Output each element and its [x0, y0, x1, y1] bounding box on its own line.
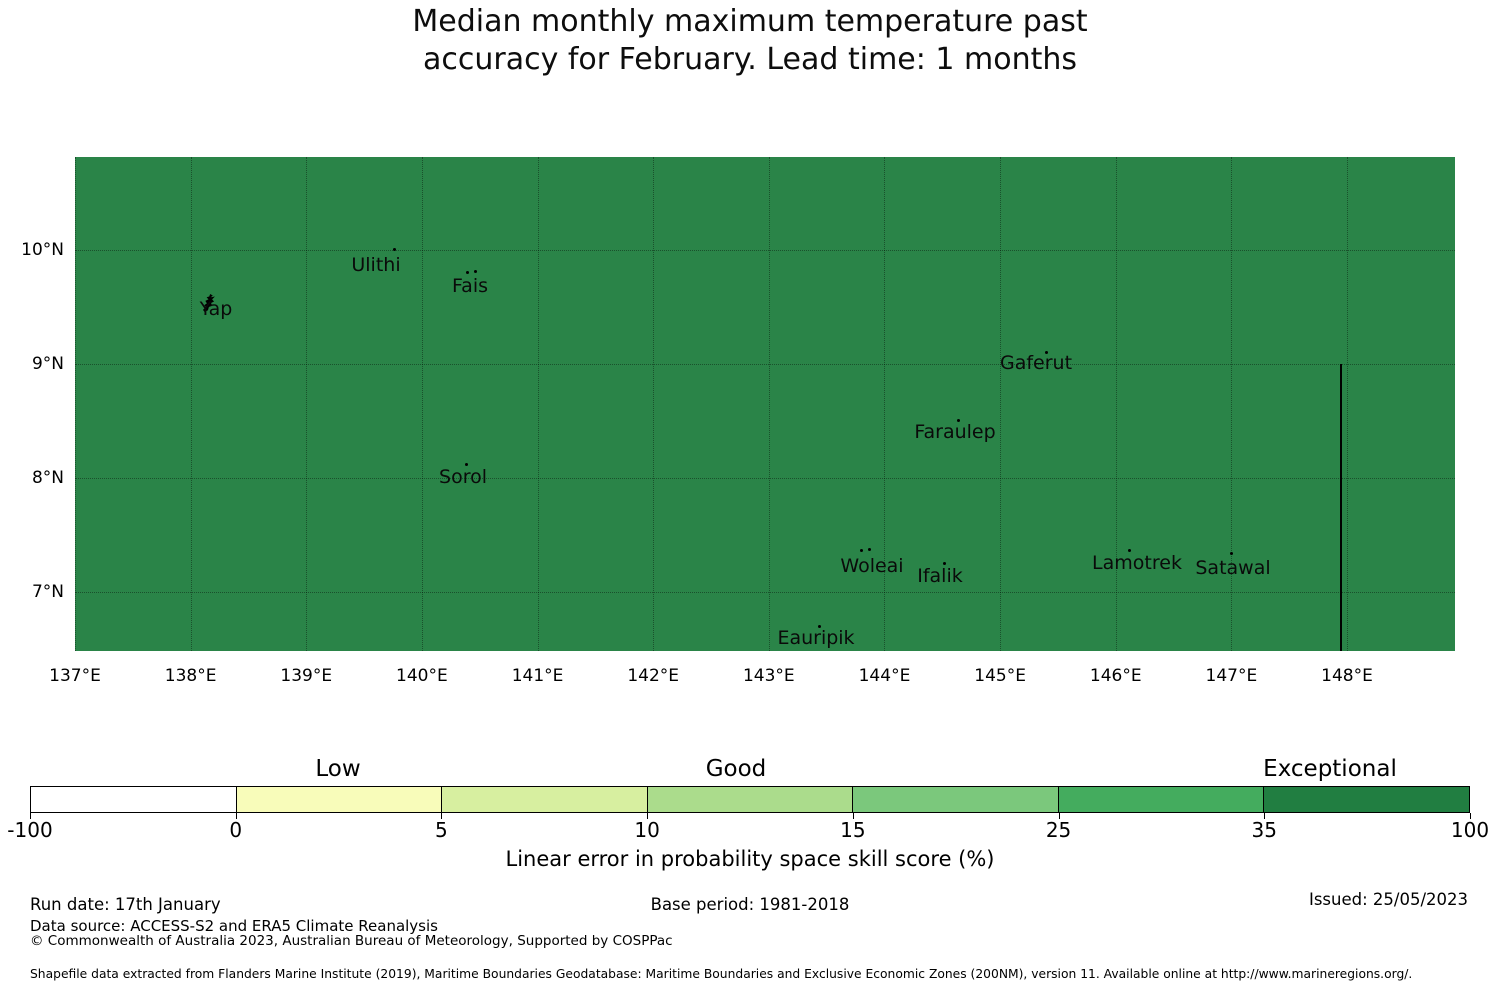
- island-dot: [1044, 350, 1048, 354]
- lon-gridline: [421, 157, 423, 651]
- colorbar-tick-label: 5: [435, 818, 448, 842]
- footer-copyright: © Commonwealth of Australia 2023, Austra…: [30, 933, 673, 949]
- lon-gridline: [1115, 157, 1117, 651]
- island-label: Satawal: [1195, 557, 1271, 579]
- colorbar-tick: [647, 813, 649, 819]
- lon-gridline: [1000, 157, 1002, 651]
- island-dot: [1127, 548, 1131, 552]
- island-label: Gaferut: [999, 352, 1073, 374]
- lon-tick-label: 143°E: [742, 666, 795, 686]
- lon-gridline: [884, 157, 886, 651]
- lon-gridline: [653, 157, 655, 651]
- colorbar-segment: [235, 787, 442, 812]
- island-label: Yap: [199, 298, 233, 320]
- colorbar-axis-label: Linear error in probability space skill …: [505, 847, 995, 871]
- colorbar-segment: [1263, 787, 1470, 812]
- lon-tick-label: 142°E: [627, 666, 680, 686]
- footer-base-period: Base period: 1981-2018: [650, 895, 850, 914]
- lon-tick-label: 147°E: [1205, 666, 1258, 686]
- colorbar-segment: [646, 787, 853, 812]
- lon-tick-label: 145°E: [974, 666, 1026, 686]
- lon-gridline: [1231, 157, 1233, 651]
- island-label: Faraulep: [914, 421, 996, 443]
- lon-tick-label: 139°E: [280, 666, 333, 686]
- lat-tick-label: 8°N: [31, 468, 64, 488]
- colorbar-tick-label: 25: [1045, 818, 1072, 842]
- map-area: [75, 157, 1455, 651]
- lon-tick-label: 148°E: [1321, 666, 1373, 686]
- lon-tick-label: 140°E: [396, 666, 448, 686]
- chart-title-line2: accuracy for February. Lead time: 1 mont…: [422, 42, 1078, 77]
- colorbar-tick: [1470, 813, 1471, 819]
- island-label: Woleai: [840, 555, 904, 577]
- chart-title-line1: Median monthly maximum temperature past: [412, 4, 1088, 39]
- colorbar-tick: [441, 813, 443, 819]
- lon-tick-label: 141°E: [511, 666, 564, 686]
- lat-tick-label: 10°N: [21, 240, 64, 260]
- lon-gridline: [75, 157, 76, 651]
- island-dot: [956, 418, 960, 422]
- colorbar-segment: [31, 787, 236, 812]
- colorbar: [30, 786, 1470, 813]
- colorbar-region-label: Good: [705, 756, 767, 782]
- colorbar-tick-label: -100: [7, 818, 53, 842]
- colorbar-tick-label: 35: [1251, 818, 1278, 842]
- lat-gridline: [75, 250, 1455, 251]
- island-dot: [464, 462, 468, 466]
- colorbar-tick-label: 100: [1450, 818, 1490, 842]
- island-dot: [942, 561, 946, 565]
- eez-boundary-line: [1340, 364, 1342, 651]
- island-label: Lamotrek: [1092, 552, 1182, 574]
- colorbar-region-label: Exceptional: [1263, 756, 1397, 782]
- colorbar-tick-label: 15: [840, 818, 866, 842]
- lon-tick-label: 144°E: [858, 666, 911, 686]
- chart-title: Median monthly maximum temperature past …: [0, 3, 1500, 79]
- colorbar-tick: [1264, 813, 1266, 819]
- island-label: Fais: [451, 275, 489, 297]
- lon-tick-label: 138°E: [164, 666, 217, 686]
- lat-gridline: [75, 478, 1455, 479]
- lat-gridline: [75, 592, 1455, 593]
- lat-gridline: [75, 364, 1455, 365]
- colorbar-tick: [852, 813, 854, 819]
- colorbar-segment: [441, 787, 647, 812]
- lon-gridline: [768, 157, 770, 651]
- island-label: Sorol: [439, 466, 487, 488]
- colorbar-tick-label: 0: [229, 818, 243, 842]
- island-label: Eauripik: [777, 627, 855, 649]
- island-dot: [1229, 551, 1233, 555]
- lat-tick-label: 9°N: [31, 354, 64, 374]
- island-outline: [203, 294, 215, 312]
- footer-data-source: Data source: ACCESS-S2 and ERA5 Climate …: [30, 917, 438, 935]
- island-label: Ulithi: [351, 254, 401, 276]
- colorbar-tick: [30, 813, 31, 819]
- island-label: Ifalik: [917, 565, 963, 587]
- footer-run-date: Run date: 17th January: [30, 895, 221, 914]
- island-dot: [473, 269, 477, 273]
- colorbar-segment: [852, 787, 1058, 812]
- footer-issued-date: Issued: 25/05/2023: [1308, 890, 1468, 909]
- lon-gridline: [306, 157, 308, 651]
- colorbar-tick: [1058, 813, 1060, 819]
- lon-tick-label: 137°E: [49, 666, 101, 686]
- island-dot: [859, 548, 863, 552]
- lon-gridline: [537, 157, 539, 651]
- lon-gridline: [1347, 157, 1349, 651]
- lat-tick-label: 7°N: [31, 582, 64, 602]
- colorbar-region-label: Low: [315, 756, 361, 782]
- colorbar-tick: [235, 813, 237, 819]
- island-dot: [867, 547, 871, 551]
- colorbar-segment: [1057, 787, 1264, 812]
- island-dot: [817, 624, 821, 628]
- lon-gridline: [190, 157, 192, 651]
- footer-shapefile-note: Shapefile data extracted from Flanders M…: [30, 967, 1413, 981]
- island-dot: [392, 247, 396, 251]
- island-dot: [465, 270, 469, 274]
- colorbar-tick-label: 10: [634, 818, 660, 842]
- lon-tick-label: 146°E: [1089, 666, 1142, 686]
